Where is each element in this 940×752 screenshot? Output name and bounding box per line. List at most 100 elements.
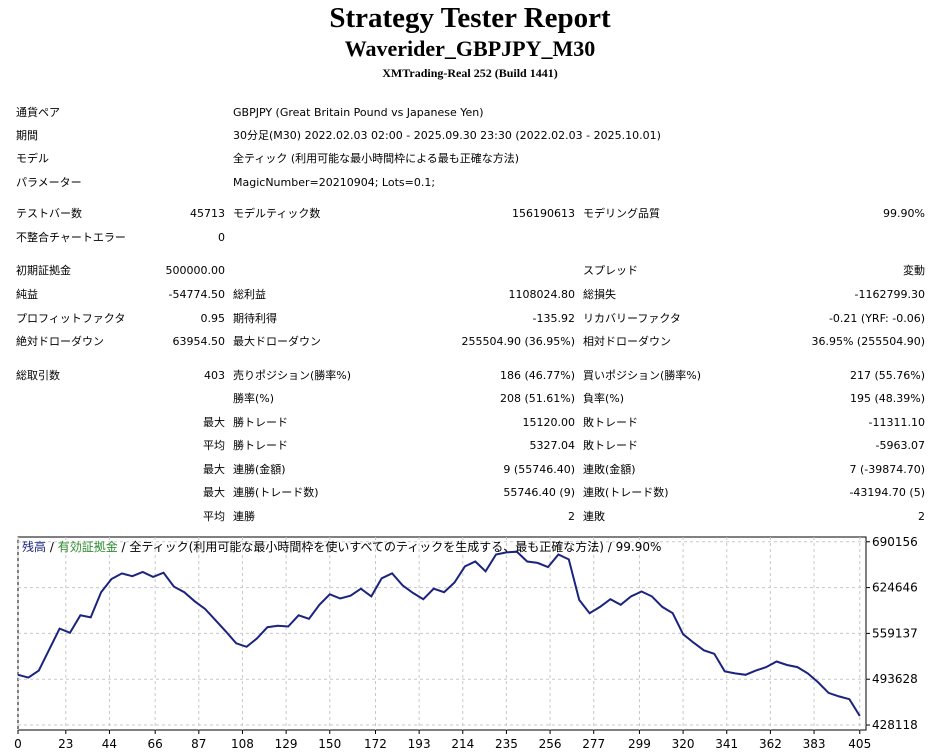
stat-label: 勝トレード	[233, 439, 288, 452]
stat-label: 勝トレード	[233, 416, 288, 429]
stat-label: 最大	[203, 416, 225, 429]
server-info: XMTrading-Real 252 (Build 1441)	[382, 66, 558, 80]
y-tick-label: 428118	[872, 718, 918, 732]
stat-label: 最大	[203, 463, 225, 476]
x-tick-label: 0	[14, 737, 22, 751]
symbol-label: 通貨ペア	[16, 106, 60, 119]
stat-label: モデルティック数	[233, 207, 321, 220]
balance-line	[17, 550, 861, 717]
stat-value: 9 (55746.40)	[503, 463, 575, 476]
stat-value: -5963.07	[875, 439, 925, 452]
stat-value: 195 (48.39%)	[849, 392, 925, 405]
stat-value: 2	[568, 510, 575, 523]
x-tick-label: 383	[803, 737, 826, 751]
stat-label: リカバリーファクタ	[583, 312, 681, 325]
symbol-value: GBPJPY (Great Britain Pound vs Japanese …	[233, 106, 484, 119]
chart-legend: 残高 / 有効証拠金 / 全ティック(利用可能な最小時間枠を使いすべてのティック…	[22, 539, 661, 554]
stat-value: 1108024.80	[508, 288, 575, 301]
plot-area	[17, 536, 867, 731]
stat-label: 初期証拠金	[16, 264, 71, 277]
model-value: 全ティック (利用可能な最小時間枠による最も正確な方法)	[233, 152, 520, 165]
stat-label: 連勝(金額)	[233, 463, 286, 476]
x-tick-label: 277	[582, 737, 605, 751]
stat-label: 純益	[16, 288, 38, 301]
stat-label: スプレッド	[583, 264, 638, 277]
stat-label: モデリング品質	[583, 207, 660, 220]
y-tick-label: 493628	[872, 672, 918, 686]
stat-label: 敗トレード	[583, 439, 638, 452]
stat-value: 208 (51.61%)	[499, 392, 575, 405]
stat-label: 総損失	[583, 288, 616, 301]
period-value: 30分足(M30) 2022.02.03 02:00 - 2025.09.30 …	[233, 129, 661, 142]
stat-value: 0.95	[200, 312, 226, 325]
stat-label: 買いポジション(勝率%)	[583, 369, 702, 382]
stat-label: 最大	[203, 486, 225, 499]
stat-value: -0.21 (YRF: -0.06)	[828, 312, 925, 325]
stat-value: 0	[218, 231, 225, 244]
legend-equity: 有効証拠金	[58, 539, 118, 554]
stat-label: 平均	[203, 439, 225, 452]
report-subtitle: Waverider_GBPJPY_M30	[344, 36, 596, 61]
stat-label: 総取引数	[16, 369, 60, 382]
x-tick-label: 320	[672, 737, 695, 751]
params-value: MagicNumber=20210904; Lots=0.1;	[233, 176, 436, 189]
stat-value: 7 (-39874.70)	[849, 463, 925, 476]
y-tick-label: 690156	[872, 535, 918, 549]
stat-label: 敗トレード	[583, 416, 638, 429]
x-tick-label: 235	[495, 737, 518, 751]
stat-value: 変動	[903, 264, 925, 277]
x-tick-label: 362	[759, 737, 782, 751]
stat-value: -11311.10	[868, 416, 925, 429]
stat-value: 217 (55.76%)	[849, 369, 925, 382]
stat-value: 500000.00	[165, 264, 226, 277]
x-tick-label: 129	[275, 737, 298, 751]
stat-label: 最大ドローダウン	[233, 335, 321, 348]
stat-label: 平均	[203, 510, 225, 523]
stat-label: 連勝(トレード数)	[233, 486, 319, 499]
balance-chart: 0 23 44 66 87 108 129 150 172 193 214 235 256 277 299 3…	[14, 535, 918, 751]
stat-value: 403	[204, 369, 225, 382]
axis-ticks: 0 23 44 66 87 108 129 150 172 193 214 235 256 277 299 3…	[14, 535, 918, 751]
x-tick-label: 405	[848, 737, 871, 751]
stat-label: 売りポジション(勝率%)	[233, 369, 352, 382]
stat-value: 5327.04	[529, 439, 576, 452]
legend-description: / 全ティック(利用可能な最小時間枠を使いすべてのティックを生成する、最も正確な…	[118, 539, 662, 554]
x-tick-label: 299	[628, 737, 651, 751]
stat-value: 36.95% (255504.90)	[811, 335, 925, 348]
stat-value: -43194.70 (5)	[849, 486, 925, 499]
stat-value: 55746.40 (9)	[503, 486, 575, 499]
stat-label: 連敗(金額)	[583, 463, 636, 476]
x-tick-label: 214	[451, 737, 474, 751]
stat-label: 期待利得	[233, 312, 277, 325]
stat-label: 総利益	[233, 288, 266, 301]
x-tick-label: 87	[191, 737, 206, 751]
x-tick-label: 256	[539, 737, 562, 751]
stat-value: 255504.90 (36.95%)	[461, 335, 575, 348]
stat-value: -135.92	[532, 312, 575, 325]
stat-value: -1162799.30	[854, 288, 925, 301]
stat-label: 不整合チャートエラー	[16, 231, 126, 244]
stat-label: 負率(%)	[583, 392, 625, 405]
stat-value: 2	[918, 510, 925, 523]
stat-value: 63954.50	[172, 335, 226, 348]
stat-label: 相対ドローダウン	[583, 335, 671, 348]
params-label: パラメーター	[16, 176, 82, 189]
stat-value: 15120.00	[522, 416, 576, 429]
stat-label: 連勝	[233, 510, 255, 523]
stat-label: 連敗(トレード数)	[583, 486, 669, 499]
x-tick-label: 44	[102, 737, 117, 751]
stat-label: 勝率(%)	[233, 392, 275, 405]
x-tick-label: 341	[715, 737, 738, 751]
stat-value: 186 (46.77%)	[499, 369, 575, 382]
report-title: Strategy Tester Report	[329, 2, 611, 34]
x-tick-label: 66	[148, 737, 163, 751]
x-tick-label: 23	[58, 737, 73, 751]
period-label: 期間	[16, 129, 38, 142]
x-tick-label: 172	[364, 737, 387, 751]
model-label: モデル	[16, 152, 49, 165]
stat-label: プロフィットファクタ	[16, 312, 126, 325]
x-tick-label: 108	[231, 737, 254, 751]
stat-value: 45713	[190, 207, 225, 220]
stat-value: -54774.50	[168, 288, 225, 301]
stat-label: 連敗	[583, 510, 605, 523]
